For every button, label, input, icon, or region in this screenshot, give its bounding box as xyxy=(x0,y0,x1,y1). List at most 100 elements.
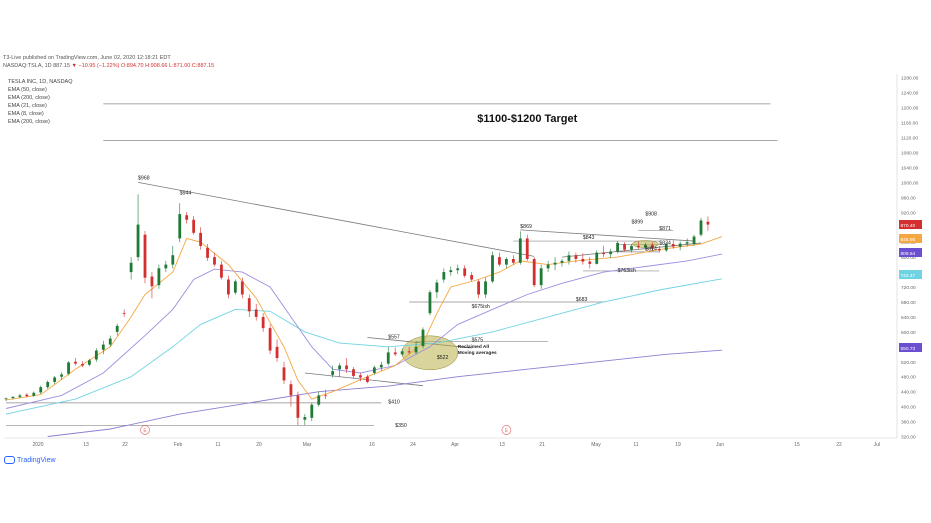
y-tick-label: 1160.00 xyxy=(901,121,918,127)
y-tick-label: 1240.00 xyxy=(901,91,919,97)
legend-ema-50: EMA (50, close) xyxy=(8,87,47,93)
x-tick-label: 16 xyxy=(369,442,375,448)
candle-body xyxy=(671,244,675,247)
annotation-label: $350 xyxy=(395,423,407,429)
y-tick-label: 960.00 xyxy=(901,195,916,201)
x-tick-label: 13 xyxy=(499,442,505,448)
annotation-label: $575 xyxy=(472,338,484,344)
legend-symbol: TESLA INC, 1D, NASDAQ xyxy=(8,79,73,85)
candle-body xyxy=(400,351,404,355)
x-tick-label: 13 xyxy=(83,442,89,448)
candle-body xyxy=(18,395,22,397)
candle-body xyxy=(157,268,161,286)
ema-200-line xyxy=(47,349,722,437)
candle-body xyxy=(644,244,647,248)
price-change: ▼ −10.95 (−1.22%) O:894.70 H:908.66 L:87… xyxy=(69,63,215,69)
annotation-label: $763ish xyxy=(618,268,636,274)
candle-body xyxy=(317,395,321,405)
candle-body xyxy=(289,384,293,396)
candle-body xyxy=(81,364,84,366)
annotation-label: $834 xyxy=(659,240,671,246)
y-tick-label: 480.00 xyxy=(901,375,916,381)
candle-body xyxy=(560,260,564,263)
x-tick-label: 19 xyxy=(675,442,681,448)
candle-body xyxy=(442,272,446,280)
candle-body xyxy=(650,244,654,249)
ema-50-line xyxy=(5,278,722,415)
candle-body xyxy=(463,268,467,276)
candle-body xyxy=(150,276,154,287)
candle-body xyxy=(574,255,578,259)
annotation-label: $814 xyxy=(645,246,657,252)
x-tick-label: Apr xyxy=(451,442,459,448)
y-tick-label: 920.00 xyxy=(901,210,916,216)
candle-body xyxy=(525,238,529,259)
candle-body xyxy=(60,374,63,377)
candle-body xyxy=(199,232,202,246)
y-tick-label: 320.00 xyxy=(901,435,916,441)
candle-body xyxy=(164,264,168,269)
y-tick-label: 440.00 xyxy=(901,390,916,396)
candle-body xyxy=(386,352,390,364)
annotation-label: $871 xyxy=(659,226,671,232)
candle-body xyxy=(505,258,508,265)
candle-body xyxy=(268,328,272,351)
candle-body xyxy=(206,247,209,258)
x-tick-label: 21 xyxy=(539,442,545,448)
candle-body xyxy=(539,268,543,286)
trendline xyxy=(304,372,424,387)
legend-ema-200b: EMA (200, close) xyxy=(8,119,50,125)
candle-body xyxy=(449,270,453,273)
candle-body xyxy=(706,221,710,225)
chart-title: $1100-$1200 Target xyxy=(477,113,577,125)
candle-body xyxy=(637,245,640,248)
candle-body xyxy=(94,350,98,360)
price-badge-label: 742.47 xyxy=(901,273,916,279)
candle-body xyxy=(602,252,606,255)
candle-body xyxy=(678,243,682,247)
earnings-label: E xyxy=(505,428,509,434)
y-tick-label: 1120.00 xyxy=(901,136,918,142)
candle-body xyxy=(428,292,432,314)
candle-body xyxy=(588,261,592,264)
x-tick-label: 24 xyxy=(410,442,416,448)
candle-body xyxy=(407,351,411,353)
candle-body xyxy=(310,404,314,418)
price-badge xyxy=(899,234,922,243)
annotation-label: $843 xyxy=(583,235,595,241)
x-tick-label: 2020 xyxy=(32,442,43,448)
annotation-label: $683 xyxy=(576,297,588,303)
candle-body xyxy=(240,281,244,295)
price-badge-label: 550.73 xyxy=(901,346,916,352)
annotation-label: $675ish xyxy=(472,304,490,310)
candle-body xyxy=(115,325,119,332)
y-tick-label: 1080.00 xyxy=(901,150,919,156)
candle-body xyxy=(352,369,355,376)
brand-label: TradingView xyxy=(17,456,56,464)
candle-body xyxy=(372,367,376,373)
candle-body xyxy=(171,255,175,265)
candle-body xyxy=(331,371,335,375)
candle-body xyxy=(4,398,8,400)
candle-body xyxy=(247,298,251,312)
x-tick-label: Mar xyxy=(303,442,312,448)
y-tick-label: 720.00 xyxy=(901,285,916,291)
x-tick-label: 20 xyxy=(256,442,262,448)
candle-body xyxy=(595,252,599,264)
legend-ema-21: EMA (21, close) xyxy=(8,103,47,109)
x-tick-label: Jul xyxy=(874,442,880,448)
price-badge-label: 846.90 xyxy=(901,237,916,243)
candle-body xyxy=(498,257,501,265)
candle-body xyxy=(359,375,362,378)
y-tick-label: 1280.00 xyxy=(901,76,919,82)
annotation-label: Moving averages xyxy=(458,350,497,356)
candle-body xyxy=(227,279,230,295)
candle-body xyxy=(435,282,439,293)
tradingview-logo: TradingView xyxy=(4,456,56,464)
candle-body xyxy=(261,316,265,329)
candle-body xyxy=(567,255,571,261)
price-badge xyxy=(899,248,922,257)
candle-body xyxy=(74,361,77,364)
